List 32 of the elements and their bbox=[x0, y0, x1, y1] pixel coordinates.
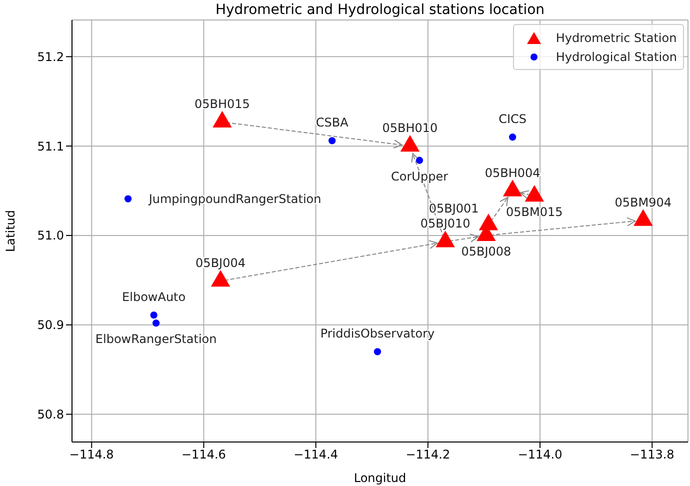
annotation: ElbowRangerStation bbox=[95, 332, 217, 346]
y-tick-label: 50.9 bbox=[37, 318, 64, 332]
y-tick-label: 51.0 bbox=[37, 228, 64, 243]
annotation: 05BJ008 bbox=[461, 244, 512, 258]
x-tick-label: −113.8 bbox=[630, 448, 674, 462]
y-tick-label: 51.2 bbox=[37, 50, 64, 64]
x-tick-label: −114.4 bbox=[294, 448, 338, 462]
legend-label: Hydrometric Station bbox=[556, 30, 677, 44]
y-tick-label: 50.8 bbox=[37, 408, 64, 422]
x-tick-label: −114.2 bbox=[406, 448, 450, 462]
x-tick-label: −114.0 bbox=[518, 448, 562, 462]
chart-title: Hydrometric and Hydrological stations location bbox=[214, 2, 546, 18]
annotation: JumpingpoundRangerStation bbox=[148, 192, 322, 206]
annotation: CICS bbox=[498, 112, 527, 126]
annotation: CorUpper bbox=[391, 169, 448, 184]
annotation: 05BH015 bbox=[194, 96, 250, 111]
x-axis-title: Longitud bbox=[354, 471, 406, 485]
annotation: 05BJ010 bbox=[420, 216, 470, 231]
annotation: 05BJ004 bbox=[196, 256, 246, 270]
y-tick-label: 51.1 bbox=[37, 139, 64, 154]
annotation: 05BH010 bbox=[382, 121, 438, 136]
annotation: 05BM904 bbox=[614, 195, 672, 210]
annotation: 05BM015 bbox=[506, 205, 563, 220]
legend-label: Hydrological Station bbox=[556, 50, 677, 64]
x-tick-label: −114.8 bbox=[69, 448, 114, 462]
y-axis-title: Latitud bbox=[3, 210, 18, 252]
annotation: 05BJ001 bbox=[428, 202, 479, 216]
annotation: ElbowAuto bbox=[122, 290, 186, 304]
annotation: CSBA bbox=[316, 116, 350, 130]
x-tick-label: −114.6 bbox=[182, 448, 226, 462]
annotation: 05BH004 bbox=[484, 166, 540, 180]
annotation: PriddisObservatory bbox=[320, 326, 435, 341]
